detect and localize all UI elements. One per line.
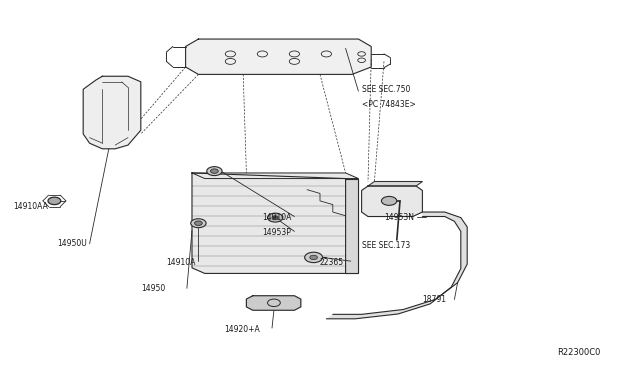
Polygon shape — [326, 212, 467, 319]
Text: 14910A: 14910A — [262, 213, 292, 222]
Text: 14920+A: 14920+A — [224, 325, 260, 334]
Polygon shape — [192, 173, 346, 273]
Polygon shape — [186, 39, 371, 74]
Circle shape — [48, 197, 61, 205]
Text: 18791: 18791 — [422, 295, 447, 304]
Polygon shape — [192, 173, 358, 179]
Circle shape — [191, 219, 206, 228]
Text: 14910AA: 14910AA — [13, 202, 47, 211]
Text: R22300C0: R22300C0 — [557, 348, 600, 357]
Circle shape — [381, 196, 397, 205]
Polygon shape — [246, 296, 301, 310]
Polygon shape — [368, 182, 422, 186]
Text: SEE SEC.173: SEE SEC.173 — [362, 241, 410, 250]
Text: <PC 74843E>: <PC 74843E> — [362, 100, 415, 109]
Text: 14910A: 14910A — [166, 258, 196, 267]
Text: 22365: 22365 — [320, 258, 344, 267]
Circle shape — [207, 167, 222, 176]
Text: 14953P: 14953P — [262, 228, 291, 237]
Circle shape — [268, 213, 283, 222]
Text: 14950U: 14950U — [58, 239, 87, 248]
Polygon shape — [83, 76, 141, 149]
Polygon shape — [362, 186, 422, 217]
Circle shape — [211, 169, 218, 173]
Text: 14953N: 14953N — [384, 213, 414, 222]
Text: SEE SEC.750: SEE SEC.750 — [362, 85, 410, 94]
Text: 14950: 14950 — [141, 284, 165, 293]
Polygon shape — [346, 179, 358, 273]
Circle shape — [305, 252, 323, 263]
Circle shape — [310, 255, 317, 260]
Circle shape — [272, 216, 278, 219]
Circle shape — [195, 221, 202, 225]
